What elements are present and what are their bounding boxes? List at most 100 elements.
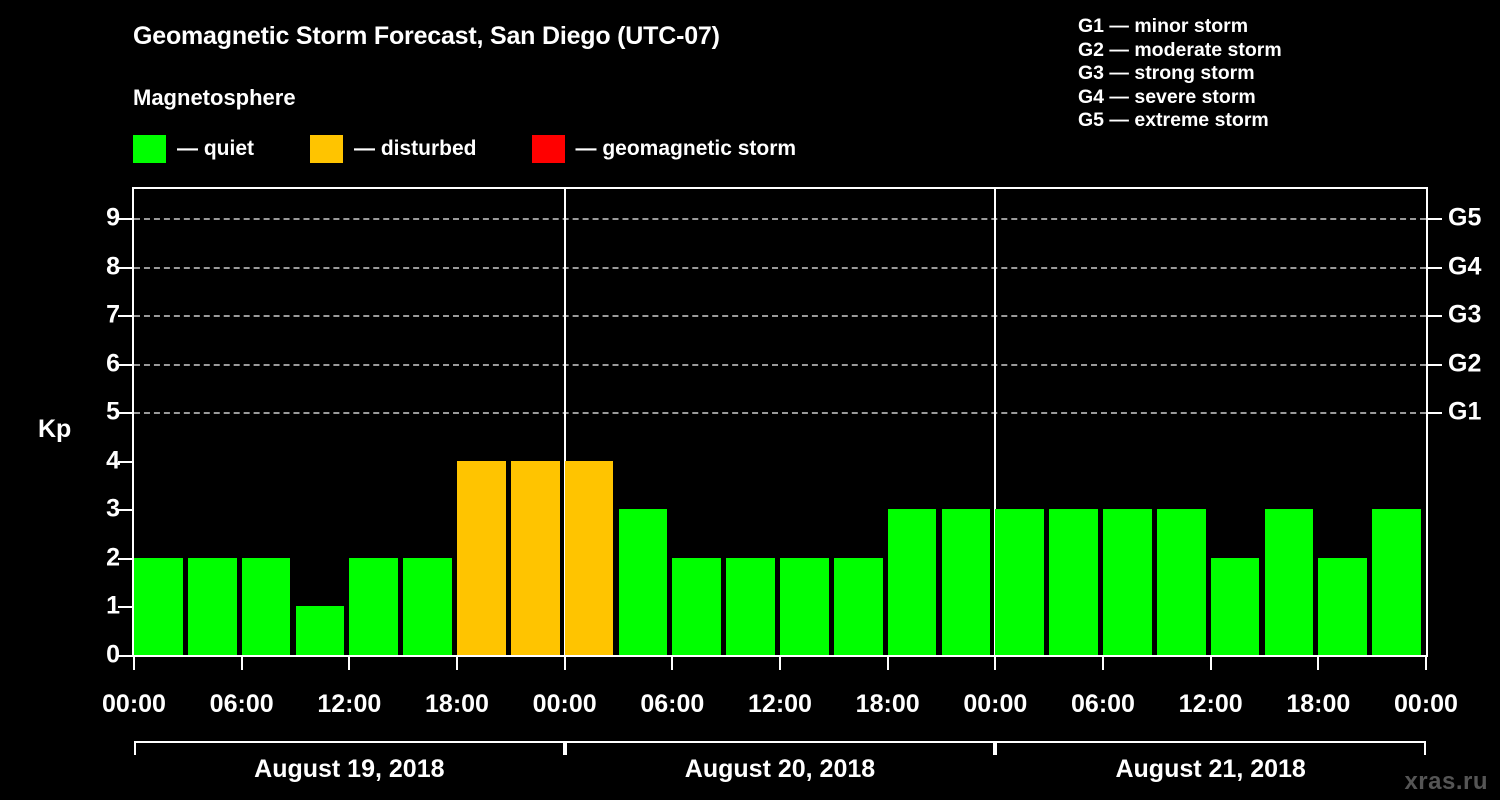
- y-tick-mark: [118, 218, 132, 221]
- bar: [564, 460, 614, 655]
- y-tick-label-7: 7: [106, 300, 120, 329]
- x-tick-label: 18:00: [1286, 690, 1351, 718]
- legend-item-disturbed: — disturbed: [310, 135, 477, 163]
- x-tick-label: 06:00: [640, 690, 705, 718]
- y-tick-label-6: 6: [106, 349, 120, 378]
- bar: [1318, 557, 1368, 655]
- day-bracket: [995, 741, 1426, 755]
- bar: [833, 557, 883, 655]
- legend-item-storm: — geomagnetic storm: [531, 135, 797, 163]
- g-tick-mark: [1428, 412, 1442, 415]
- y-tick-mark: [118, 509, 132, 512]
- y-tick-mark: [118, 412, 132, 415]
- gridline-kp-5: [134, 412, 1426, 415]
- bar: [187, 557, 237, 655]
- g-tick-label-G2: G2: [1448, 349, 1482, 378]
- plot-inner: [134, 187, 1426, 655]
- x-tick-mark: [133, 657, 135, 670]
- bar: [295, 606, 345, 655]
- g-scale-legend: G1 — minor storm G2 — moderate storm G3 …: [1078, 15, 1282, 133]
- day-divider: [563, 187, 566, 655]
- x-tick-label: 00:00: [963, 690, 1028, 718]
- bar: [134, 557, 183, 655]
- bar: [780, 557, 829, 655]
- bar: [1103, 509, 1152, 655]
- y-tick-label-0: 0: [106, 640, 120, 669]
- x-tick-mark: [994, 657, 997, 670]
- bar: [726, 557, 775, 655]
- x-tick-label: 00:00: [102, 690, 166, 718]
- x-tick-label: 12:00: [748, 690, 812, 718]
- x-tick-mark: [348, 657, 351, 670]
- g-tick-mark: [1428, 363, 1442, 366]
- x-tick-mark: [779, 657, 781, 670]
- gridline-kp-8: [134, 266, 1426, 269]
- y-tick-mark: [118, 363, 132, 366]
- bar: [1372, 509, 1421, 655]
- y-tick-label-8: 8: [106, 252, 120, 281]
- x-tick-label: 06:00: [1071, 690, 1135, 718]
- color-legend: — quiet — disturbed — geomagnetic storm: [133, 134, 796, 164]
- g-tick-mark: [1428, 266, 1442, 269]
- legend-swatch-storm: [531, 135, 565, 163]
- bar: [1156, 509, 1206, 655]
- x-tick-mark: [563, 657, 566, 670]
- x-tick-label: 00:00: [532, 690, 597, 718]
- y-tick-label-3: 3: [106, 494, 120, 523]
- x-tick-mark: [1425, 657, 1427, 670]
- bar: [618, 509, 668, 655]
- bar: [1264, 509, 1314, 655]
- x-tick-label: 18:00: [425, 690, 489, 718]
- g-tick-label-G5: G5: [1448, 203, 1482, 232]
- gridline-kp-9: [134, 218, 1426, 221]
- x-tick-label: 12:00: [1178, 690, 1243, 718]
- day-label: August 20, 2018: [684, 755, 876, 783]
- x-tick-mark: [1209, 657, 1212, 670]
- x-tick-label: 06:00: [209, 690, 274, 718]
- y-tick-mark: [118, 557, 132, 560]
- legend-label-storm: — geomagnetic storm: [575, 137, 797, 160]
- watermark: xras.ru: [1404, 768, 1488, 795]
- legend-item-quiet: — quiet: [133, 135, 254, 163]
- y-tick-label-5: 5: [106, 397, 120, 426]
- gridline-kp-6: [134, 363, 1426, 366]
- day-bracket: [564, 741, 996, 755]
- x-tick-mark: [886, 657, 889, 670]
- day-divider: [994, 187, 997, 655]
- page-title: Geomagnetic Storm Forecast, San Diego (U…: [133, 22, 720, 50]
- bar: [672, 557, 722, 655]
- x-tick-mark: [1102, 657, 1104, 670]
- bar: [241, 557, 291, 655]
- x-tick-label: 00:00: [1394, 690, 1458, 718]
- g-legend-item-g4: G4 — severe storm: [1078, 85, 1256, 108]
- legend-swatch-disturbed: [310, 135, 343, 163]
- bar: [995, 509, 1045, 655]
- gridline-kp-7: [134, 315, 1426, 318]
- y-tick-label-9: 9: [106, 203, 120, 232]
- bar: [349, 557, 399, 655]
- bar-series: [134, 189, 1426, 655]
- legend-label-quiet: — quiet: [177, 137, 254, 160]
- bar: [1210, 557, 1260, 655]
- x-tick-label: 18:00: [855, 690, 920, 718]
- bar: [887, 509, 937, 655]
- chart-plot-area: [132, 187, 1428, 657]
- y-tick-label-1: 1: [106, 591, 120, 620]
- g-legend-item-g1: G1 — minor storm: [1078, 15, 1249, 37]
- legend-label-disturbed: — disturbed: [354, 137, 477, 160]
- bar: [941, 509, 991, 655]
- x-tick-mark: [1317, 657, 1320, 670]
- g-legend-item-g5: G5 — extreme storm: [1078, 109, 1269, 132]
- x-tick-mark: [240, 657, 243, 670]
- g-tick-label-G4: G4: [1448, 252, 1482, 281]
- g-legend-item-g3: G3 — strong storm: [1078, 62, 1255, 85]
- g-tick-mark: [1428, 315, 1442, 318]
- bar: [403, 557, 452, 655]
- day-label: August 21, 2018: [1115, 755, 1306, 783]
- g-legend-item-g2: G2 — moderate storm: [1078, 38, 1282, 61]
- y-tick-mark: [118, 266, 132, 269]
- day-bracket: [134, 741, 565, 755]
- chart-subtitle: Magnetosphere: [133, 85, 296, 110]
- y-tick-mark: [118, 315, 132, 318]
- bar: [1049, 509, 1098, 655]
